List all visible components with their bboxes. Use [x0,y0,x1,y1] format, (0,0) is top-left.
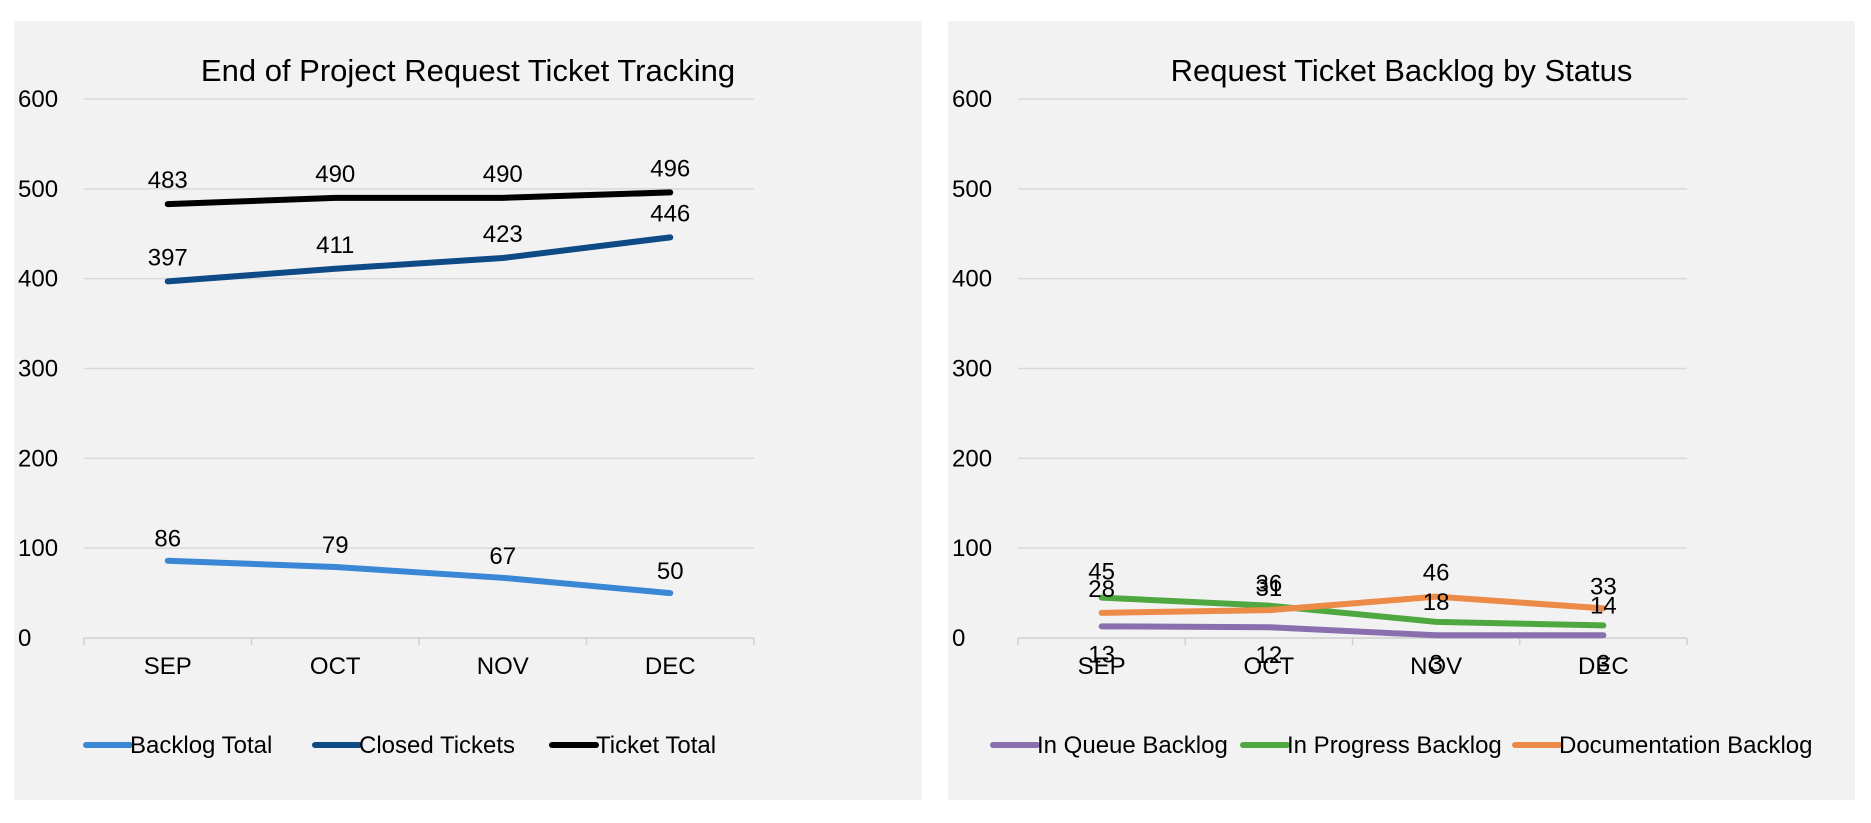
data-label-ticket-total: 490 [483,161,523,188]
x-tick-label-oct: OCT [1244,653,1295,680]
y-tick-label: 600 [18,86,58,113]
x-tick-label-dec: DEC [645,653,696,680]
x-tick-label-nov: NOV [477,653,529,680]
data-label-in-queue-backlog: 3 [1429,650,1442,677]
series-line-backlog-total [164,557,674,597]
series-line-closed-tickets [164,234,674,285]
data-label-backlog-total: 50 [657,558,684,585]
data-label-documentation-backlog: 31 [1256,575,1283,602]
data-label-documentation-backlog: 46 [1423,560,1450,587]
y-tick-label: 100 [18,535,58,562]
data-label-backlog-total: 79 [322,532,349,559]
data-label-in-queue-backlog: 13 [1088,641,1115,668]
legend-label-backlog-total: Backlog Total [130,732,272,759]
data-label-ticket-total: 496 [650,155,690,182]
data-label-in-progress-backlog: 45 [1088,559,1115,586]
data-label-in-queue-backlog: 3 [1597,650,1610,677]
data-label-documentation-backlog: 33 [1590,573,1617,600]
ticket-tracking-chart: End of Project Request Ticket Tracking 0 1… [18,53,755,759]
chart-title: End of Project Request Ticket Tracking [201,53,735,88]
y-tick-label: 300 [18,356,58,383]
data-label-in-progress-backlog: 14 [1590,592,1617,619]
data-label-ticket-total: 483 [148,167,188,194]
series-line-in-progress-backlog [1098,594,1607,629]
data-label-backlog-total: 67 [489,543,516,570]
data-label-in-queue-backlog: 12 [1256,642,1283,669]
backlog-by-status-chart: Request Ticket Backlog by Status 0 100 200 3… [952,53,1812,759]
data-label-closed-tickets: 411 [316,232,354,259]
y-tick-label: 100 [952,535,992,562]
legend-label-ticket-total: Ticket Total [596,732,716,759]
y-tick-label: 200 [18,445,58,472]
data-label-in-progress-backlog: 18 [1423,589,1450,616]
y-tick-label: 0 [18,625,31,652]
data-label-in-progress-backlog: 36 [1256,571,1283,598]
data-label-closed-tickets: 397 [148,244,188,271]
x-tick-label-nov: NOV [1410,653,1462,680]
legend-label-closed-tickets: Closed Tickets [359,732,515,759]
y-tick-label: 300 [952,356,992,383]
series-line-in-queue-backlog [1098,623,1607,639]
series-line-documentation-backlog [1098,593,1607,616]
y-tick-label: 400 [18,266,58,293]
series-line-ticket-total [164,189,674,208]
chart-title: Request Ticket Backlog by Status [1171,53,1633,88]
y-tick-label: 400 [952,266,992,293]
y-tick-label: 0 [952,625,965,652]
chart-panel-backlog-by-status: Request Ticket Backlog by Status 0 100 200 3… [948,21,1855,800]
data-label-documentation-backlog: 28 [1088,576,1115,603]
y-tick-label: 500 [952,176,992,203]
x-tick-label-dec: DEC [1578,653,1629,680]
y-tick-label: 200 [952,445,992,472]
data-label-ticket-total: 490 [315,161,355,188]
y-tick-label: 600 [952,86,992,113]
legend-label-in-progress-backlog: In Progress Backlog [1287,732,1502,759]
legend-label-in-queue-backlog: In Queue Backlog [1037,732,1228,759]
data-label-closed-tickets: 423 [483,221,523,248]
legend-label-documentation-backlog: Documentation Backlog [1559,732,1812,759]
chart-panel-ticket-tracking: End of Project Request Ticket Tracking 0 1… [14,21,922,800]
x-tick-label-oct: OCT [310,653,361,680]
x-tick-label-sep: SEP [1078,653,1126,680]
y-tick-label: 500 [18,176,58,203]
data-label-closed-tickets: 446 [650,200,690,227]
data-label-backlog-total: 86 [154,526,181,553]
x-tick-label-sep: SEP [144,653,192,680]
